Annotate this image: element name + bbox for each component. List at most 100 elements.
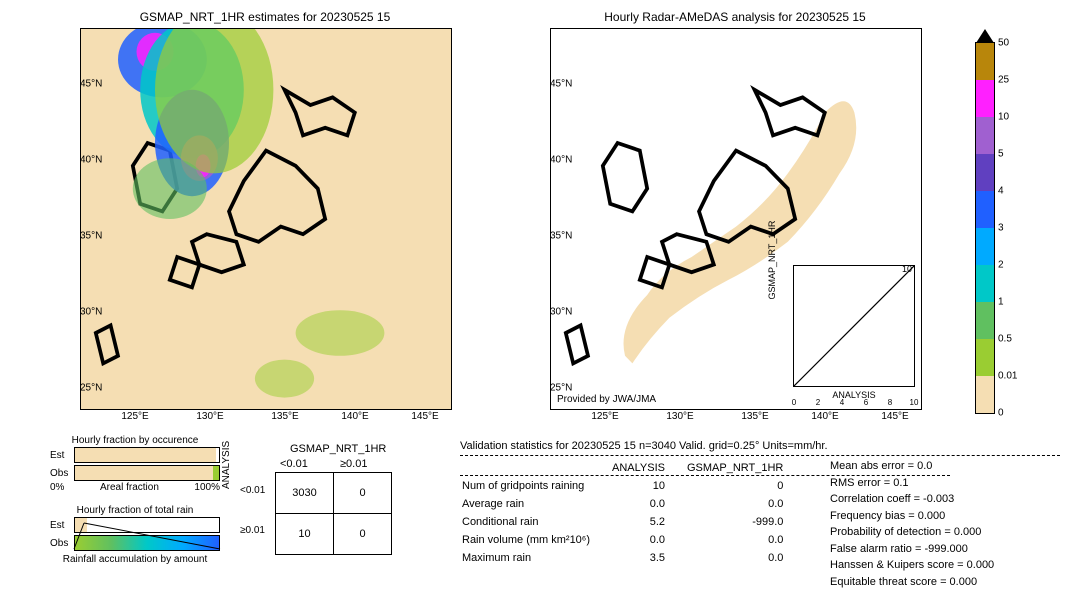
vt-label: Rain volume (mm km²10⁶) bbox=[452, 532, 600, 548]
right-map-title: Hourly Radar-AMeDAS analysis for 2023052… bbox=[550, 10, 920, 24]
ct-cell: 0 bbox=[334, 514, 392, 555]
hourly-occurrence: Hourly fraction by occurence Est Obs 0% A… bbox=[50, 435, 220, 493]
bar-label-obs: Obs bbox=[50, 468, 74, 479]
ct-row0: <0.01 bbox=[240, 485, 265, 496]
inset-tick: 4 bbox=[840, 398, 844, 407]
inset-scatter: 10 GSMAP_NRT_1HR ANALYSIS 0246810 bbox=[793, 265, 915, 387]
vt-label: Average rain bbox=[452, 496, 600, 512]
totalrain-lines bbox=[74, 521, 220, 551]
ct-col0: <0.01 bbox=[280, 458, 308, 470]
colorbar-tick: 10 bbox=[998, 112, 1009, 123]
totalrain-title: Hourly fraction of total rain bbox=[50, 505, 220, 516]
validation-title: Validation statistics for 20230525 15 n=… bbox=[460, 440, 828, 452]
stat-line: RMS error = 0.1 bbox=[830, 475, 994, 492]
inset-tick: 8 bbox=[888, 398, 892, 407]
ytick: 35°N bbox=[80, 231, 83, 242]
colorbar-tick: 1 bbox=[998, 297, 1004, 308]
vt-label: Conditional rain bbox=[452, 514, 600, 530]
ytick: 45°N bbox=[80, 79, 83, 90]
left-map bbox=[80, 28, 452, 410]
ct-cell: 0 bbox=[334, 473, 392, 514]
inset-tick: 2 bbox=[816, 398, 820, 407]
xtick: 140°E bbox=[341, 408, 368, 422]
bar-label-obs: Obs bbox=[50, 538, 74, 549]
xtick: 125°E bbox=[591, 408, 618, 422]
precip-overlay bbox=[81, 29, 451, 409]
colorbar-tick: 4 bbox=[998, 186, 1004, 197]
colorbar: 00.010.512345102550 bbox=[975, 42, 995, 414]
bar-x0: 0% bbox=[50, 482, 64, 493]
vt-val: 0 bbox=[677, 478, 793, 494]
ytick: 45°N bbox=[550, 79, 553, 90]
stat-line: Equitable threat score = 0.000 bbox=[830, 574, 994, 591]
colorbar-tick: 3 bbox=[998, 223, 1004, 234]
inset-tick: 0 bbox=[792, 398, 796, 407]
ytick: 40°N bbox=[80, 155, 83, 166]
ytick: 25°N bbox=[550, 383, 553, 394]
ytick: 25°N bbox=[80, 383, 83, 394]
vt-label: Num of gridpoints raining bbox=[452, 478, 600, 494]
ytick: 30°N bbox=[80, 307, 83, 318]
hourly-totalrain: Hourly fraction of total rain Est Obs Ra… bbox=[50, 505, 220, 565]
stat-line: Frequency bias = 0.000 bbox=[830, 508, 994, 525]
xtick: 135°E bbox=[741, 408, 768, 422]
ct-row1: ≥0.01 bbox=[240, 525, 265, 536]
bar-label-est: Est bbox=[50, 450, 74, 461]
stats-list: Mean abs error = 0.0RMS error = 0.1Corre… bbox=[830, 458, 994, 590]
colorbar-tick: 50 bbox=[998, 38, 1009, 49]
ct-side: ANALYSIS bbox=[221, 441, 232, 489]
colorbar-arrow-icon bbox=[976, 29, 994, 43]
stat-line: Correlation coeff = -0.003 bbox=[830, 491, 994, 508]
vt-val: 0.0 bbox=[677, 550, 793, 566]
contingency-table: 30300 100 bbox=[275, 472, 392, 555]
contingency-header: GSMAP_NRT_1HR bbox=[290, 443, 386, 455]
colorbar-tick: 25 bbox=[998, 75, 1009, 86]
inset-tick: 10 bbox=[910, 398, 919, 407]
xtick: 125°E bbox=[121, 408, 148, 422]
stat-line: Probability of detection = 0.000 bbox=[830, 524, 994, 541]
xtick: 145°E bbox=[881, 408, 908, 422]
vt-val: 0.0 bbox=[602, 496, 675, 512]
xtick: 145°E bbox=[411, 408, 438, 422]
ytick: 40°N bbox=[550, 155, 553, 166]
colorbar-tick: 0.5 bbox=[998, 334, 1012, 345]
occurrence-title: Hourly fraction by occurence bbox=[50, 435, 220, 446]
provided-by: Provided by JWA/JMA bbox=[557, 394, 656, 405]
inset-ylabel: GSMAP_NRT_1HR bbox=[767, 221, 777, 300]
xtick: 130°E bbox=[196, 408, 223, 422]
vt-col: GSMAP_NRT_1HR bbox=[677, 460, 793, 476]
vt-val: 10 bbox=[602, 478, 675, 494]
vt-val: 0.0 bbox=[677, 532, 793, 548]
ct-col1: ≥0.01 bbox=[340, 458, 367, 470]
colorbar-tick: 5 bbox=[998, 149, 1004, 160]
colorbar-tick: 0 bbox=[998, 408, 1004, 419]
dashed-divider bbox=[460, 455, 1060, 456]
stat-line: False alarm ratio = -999.000 bbox=[830, 541, 994, 558]
vt-label: Maximum rain bbox=[452, 550, 600, 566]
xtick: 140°E bbox=[811, 408, 838, 422]
accum-title: Rainfall accumulation by amount bbox=[50, 554, 220, 565]
vt-val: 0.0 bbox=[677, 496, 793, 512]
inset-tick: 6 bbox=[864, 398, 868, 407]
bar-label-est: Est bbox=[50, 520, 74, 531]
inset-ymax: 10 bbox=[902, 264, 912, 274]
vt-val: 5.2 bbox=[602, 514, 675, 530]
vt-val: 3.5 bbox=[602, 550, 675, 566]
ytick: 35°N bbox=[550, 231, 553, 242]
vt-val: -999.0 bbox=[677, 514, 793, 530]
right-map: Provided by JWA/JMA 10 GSMAP_NRT_1HR ANA… bbox=[550, 28, 922, 410]
bar-x1: 100% bbox=[194, 482, 220, 493]
ytick: 30°N bbox=[550, 307, 553, 318]
colorbar-tick: 0.01 bbox=[998, 371, 1017, 382]
ct-cell: 10 bbox=[276, 514, 334, 555]
xtick: 130°E bbox=[666, 408, 693, 422]
inset-xlabel: ANALYSIS bbox=[794, 390, 914, 400]
xtick: 135°E bbox=[271, 408, 298, 422]
colorbar-tick: 2 bbox=[998, 260, 1004, 271]
vt-col: ANALYSIS bbox=[602, 460, 675, 476]
stat-line: Hanssen & Kuipers score = 0.000 bbox=[830, 557, 994, 574]
bar-xlabel: Areal fraction bbox=[100, 482, 159, 493]
vt-val: 0.0 bbox=[602, 532, 675, 548]
left-map-title: GSMAP_NRT_1HR estimates for 20230525 15 bbox=[80, 10, 450, 24]
stat-line: Mean abs error = 0.0 bbox=[830, 458, 994, 475]
